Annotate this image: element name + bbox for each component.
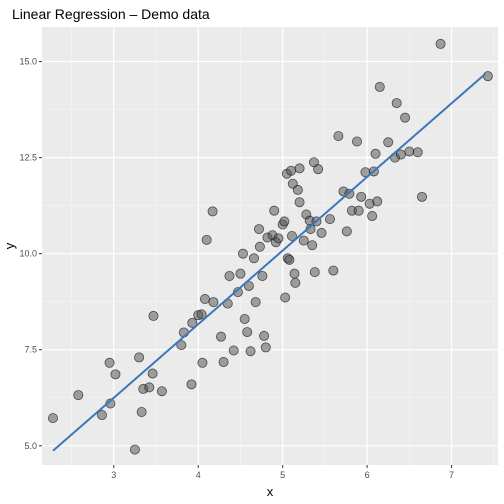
data-point xyxy=(341,226,352,237)
data-point xyxy=(370,148,381,159)
data-point xyxy=(186,379,197,390)
data-point xyxy=(96,410,107,421)
data-point xyxy=(374,81,385,92)
data-point xyxy=(333,131,344,142)
data-point xyxy=(307,240,318,251)
data-point xyxy=(73,390,84,401)
data-point xyxy=(248,253,259,264)
data-point xyxy=(147,368,158,379)
data-point xyxy=(228,345,239,356)
data-point xyxy=(243,280,254,291)
data-point xyxy=(254,241,265,252)
data-point xyxy=(289,268,300,279)
data-point xyxy=(294,163,305,174)
data-point xyxy=(316,227,327,238)
data-point xyxy=(286,231,297,242)
data-point xyxy=(242,327,253,338)
data-point xyxy=(328,265,339,276)
data-point xyxy=(176,340,187,351)
data-point xyxy=(260,342,271,353)
data-point xyxy=(435,38,446,49)
regression-lines xyxy=(52,73,486,452)
data-point xyxy=(404,146,415,157)
data-point xyxy=(292,184,303,195)
y-tick-label: 7.5 xyxy=(24,345,37,355)
data-point xyxy=(353,205,364,216)
data-point xyxy=(351,136,362,147)
data-point xyxy=(224,270,235,281)
data-point xyxy=(391,98,402,109)
data-point xyxy=(482,71,493,82)
data-point xyxy=(148,310,159,321)
data-point xyxy=(273,233,284,244)
scatter-points xyxy=(47,38,493,455)
data-point xyxy=(216,331,227,342)
data-point xyxy=(294,197,305,208)
data-point xyxy=(400,112,411,123)
data-point xyxy=(237,248,248,259)
data-point xyxy=(279,216,290,227)
data-point xyxy=(104,357,115,368)
data-point xyxy=(201,234,212,245)
data-point xyxy=(218,357,229,368)
grid xyxy=(42,27,498,465)
data-point xyxy=(259,330,270,341)
chart-title: Linear Regression – Demo data xyxy=(12,6,210,22)
y-tick-label: 5.0 xyxy=(24,441,37,451)
data-point xyxy=(257,270,268,281)
y-tick-label: 12.5 xyxy=(19,153,37,163)
x-tick-label: 5 xyxy=(280,470,285,480)
data-point xyxy=(412,147,423,158)
data-point xyxy=(196,309,207,320)
data-point xyxy=(239,313,250,324)
x-tick-label: 7 xyxy=(449,470,454,480)
data-point xyxy=(207,206,218,217)
data-point xyxy=(313,164,324,175)
regression-line xyxy=(52,73,486,452)
data-point xyxy=(280,292,291,303)
data-point xyxy=(383,137,394,148)
data-point xyxy=(298,235,309,246)
data-point xyxy=(290,277,301,288)
data-point xyxy=(187,317,198,328)
data-point xyxy=(269,205,280,216)
data-point xyxy=(284,254,295,265)
data-point xyxy=(245,346,256,357)
data-point xyxy=(235,268,246,279)
y-tick-label: 15.0 xyxy=(19,57,37,67)
data-point xyxy=(356,191,367,202)
data-point xyxy=(324,214,335,225)
plot-panel xyxy=(42,27,498,465)
x-tick-label: 6 xyxy=(365,470,370,480)
data-point xyxy=(232,287,243,298)
data-point xyxy=(372,196,383,207)
x-tick-label: 4 xyxy=(196,470,201,480)
data-point xyxy=(367,211,378,222)
data-point xyxy=(134,352,145,363)
data-point xyxy=(110,369,121,380)
y-axis: 5.0 7.5 10.0 12.5 15.0 xyxy=(19,57,42,451)
data-point xyxy=(136,406,147,417)
data-point xyxy=(250,297,261,308)
data-point xyxy=(47,413,58,424)
data-point xyxy=(309,267,320,278)
x-tick-label: 3 xyxy=(111,470,116,480)
data-point xyxy=(416,191,427,202)
x-axis: 3 4 5 6 7 xyxy=(111,465,454,480)
data-point xyxy=(197,357,208,368)
y-axis-label: y xyxy=(2,242,17,249)
data-point xyxy=(144,382,155,393)
data-point xyxy=(199,294,210,305)
y-tick-label: 10.0 xyxy=(19,249,37,259)
data-point xyxy=(254,224,265,235)
data-point xyxy=(208,297,219,308)
x-axis-label: x xyxy=(267,484,274,499)
data-point xyxy=(286,165,297,176)
data-point xyxy=(156,386,167,397)
data-point xyxy=(129,444,140,455)
